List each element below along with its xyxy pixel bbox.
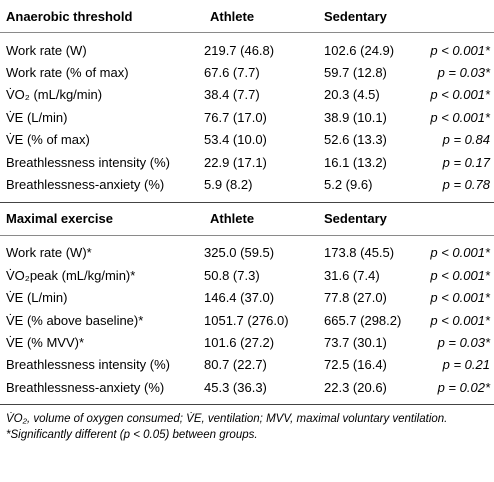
athlete-value: 53.4 (10.0) xyxy=(204,132,267,148)
row-label: Breathlessness-anxiety (%) xyxy=(6,177,165,193)
table-row: V̇E (% above baseline)* 1051.7 (276.0) 665… xyxy=(0,309,494,331)
athlete-value: 5.9 (8.2) xyxy=(204,177,253,193)
p-value: p = 0.17 xyxy=(442,154,490,170)
sedentary-value: 22.3 (20.6) xyxy=(324,379,387,395)
sedentary-value: 173.8 (45.5) xyxy=(324,245,395,261)
sedentary-value: 59.7 (12.8) xyxy=(324,65,387,81)
p-value: p = 0.03* xyxy=(437,334,490,350)
section-header-row: Anaerobic threshold Athlete Sedentary xyxy=(0,0,494,33)
table-row: Work rate (W)* 325.0 (59.5) 173.8 (45.5) p … xyxy=(0,235,494,264)
sedentary-value: 665.7 (298.2) xyxy=(324,312,402,328)
rule-cell xyxy=(0,398,494,406)
row-label: Breathlessness-anxiety (%) xyxy=(6,379,165,395)
row-label: Work rate (W)* xyxy=(6,245,92,261)
athlete-value: 76.7 (17.0) xyxy=(204,109,267,125)
table-row: V̇E (% MVV)* 101.6 (27.2) 73.7 (30.1) p = 0… xyxy=(0,331,494,353)
table-row: V̇E (L/min) 76.7 (17.0) 38.9 (10.1) p < 0.0… xyxy=(0,106,494,128)
table-footnotes: V̇O₂, volume of oxygen consumed; V̇E, ve… xyxy=(0,405,494,443)
p-value: p < 0.001* xyxy=(430,109,490,125)
athlete-value: 67.6 (7.7) xyxy=(204,65,260,81)
row-label: V̇E (% above baseline)* xyxy=(6,312,144,328)
row-label: V̇E (L/min) xyxy=(6,290,68,306)
row-label: V̇E (L/min) xyxy=(6,109,68,125)
sedentary-value: 102.6 (24.9) xyxy=(324,42,395,58)
table-row: Breathlessness-anxiety (%) 5.9 (8.2) 5.2 (… xyxy=(0,173,494,195)
sedentary-value: 5.2 (9.6) xyxy=(324,177,373,193)
p-value: p = 0.84 xyxy=(442,132,490,148)
athlete-value: 325.0 (59.5) xyxy=(204,245,275,261)
athlete-value: 22.9 (17.1) xyxy=(204,154,267,170)
column-header-athlete: Athlete xyxy=(200,0,310,33)
column-header-sedentary: Sedentary xyxy=(310,0,420,33)
p-value: p < 0.001* xyxy=(430,290,490,306)
row-label: V̇O₂peak (mL/kg/min)* xyxy=(6,267,136,283)
footnote-abbreviations: V̇O₂, volume of oxygen consumed; V̇E, ve… xyxy=(6,413,448,426)
p-value: p < 0.001* xyxy=(430,87,490,103)
athlete-value: 80.7 (22.7) xyxy=(204,357,267,373)
sedentary-value: 38.9 (10.1) xyxy=(324,109,387,125)
sedentary-value: 77.8 (27.0) xyxy=(324,290,387,306)
sedentary-value: 73.7 (30.1) xyxy=(324,334,387,350)
section-title: Maximal exercise xyxy=(0,201,200,236)
p-value: p = 0.21 xyxy=(442,357,490,373)
athlete-value: 45.3 (36.3) xyxy=(204,379,267,395)
results-table: Anaerobic threshold Athlete Sedentary Work … xyxy=(0,0,494,406)
section-header-row: Maximal exercise Athlete Sedentary xyxy=(0,201,494,236)
athlete-value: 101.6 (27.2) xyxy=(204,334,275,350)
column-header-p xyxy=(420,201,494,236)
row-label: Work rate (% of max) xyxy=(6,65,129,81)
row-label: V̇O₂ (mL/kg/min) xyxy=(6,87,103,103)
section-1: Maximal exercise Athlete Sedentary Work rat… xyxy=(0,201,494,406)
column-header-p xyxy=(420,0,494,33)
table-row: Work rate (% of max) 67.6 (7.7) 59.7 (12.8… xyxy=(0,61,494,83)
p-value: p = 0.02* xyxy=(437,379,490,395)
sedentary-value: 31.6 (7.4) xyxy=(324,267,380,283)
table-row: Breathlessness-anxiety (%) 45.3 (36.3) 22.… xyxy=(0,376,494,398)
p-value: p < 0.001* xyxy=(430,245,490,261)
row-label: V̇E (% MVV)* xyxy=(6,334,85,350)
athlete-value: 219.7 (46.8) xyxy=(204,42,275,58)
footnote-significance: *Significantly different (p < 0.05) betw… xyxy=(6,429,258,442)
table-row: V̇O₂ (mL/kg/min) 38.4 (7.7) 20.3 (4.5) p < … xyxy=(0,84,494,106)
sedentary-value: 52.6 (13.3) xyxy=(324,132,387,148)
row-label: Breathlessness intensity (%) xyxy=(6,357,171,373)
table-row: V̇E (% of max) 53.4 (10.0) 52.6 (13.3) p = … xyxy=(0,129,494,151)
table-row: V̇E (L/min) 146.4 (37.0) 77.8 (27.0) p < 0.… xyxy=(0,287,494,309)
table-row: Work rate (W) 219.7 (46.8) 102.6 (24.9) p <… xyxy=(0,33,494,62)
row-label: Breathlessness intensity (%) xyxy=(6,154,171,170)
row-label: V̇E (% of max) xyxy=(6,132,90,148)
sedentary-value: 72.5 (16.4) xyxy=(324,357,387,373)
athlete-value: 1051.7 (276.0) xyxy=(204,312,289,328)
section-bottom-rule xyxy=(0,398,494,406)
p-value: p < 0.001* xyxy=(430,312,490,328)
p-value: p = 0.03* xyxy=(437,65,490,81)
athlete-value: 50.8 (7.3) xyxy=(204,267,260,283)
p-value: p < 0.001* xyxy=(430,42,490,58)
p-value: p = 0.78 xyxy=(442,177,490,193)
table-row: Breathlessness intensity (%) 80.7 (22.7) 7… xyxy=(0,354,494,376)
sedentary-value: 20.3 (4.5) xyxy=(324,87,380,103)
table-row: V̇O₂peak (mL/kg/min)* 50.8 (7.3) 31.6 (7.4… xyxy=(0,264,494,286)
table-row: Breathlessness intensity (%) 22.9 (17.1) 1… xyxy=(0,151,494,173)
section-title: Anaerobic threshold xyxy=(0,0,200,33)
section-0: Anaerobic threshold Athlete Sedentary Work … xyxy=(0,0,494,203)
p-value: p < 0.001* xyxy=(430,267,490,283)
column-header-athlete: Athlete xyxy=(200,201,310,236)
athlete-value: 146.4 (37.0) xyxy=(204,290,275,306)
athlete-value: 38.4 (7.7) xyxy=(204,87,260,103)
column-header-sedentary: Sedentary xyxy=(310,201,420,236)
row-label: Work rate (W) xyxy=(6,42,87,58)
sedentary-value: 16.1 (13.2) xyxy=(324,154,387,170)
